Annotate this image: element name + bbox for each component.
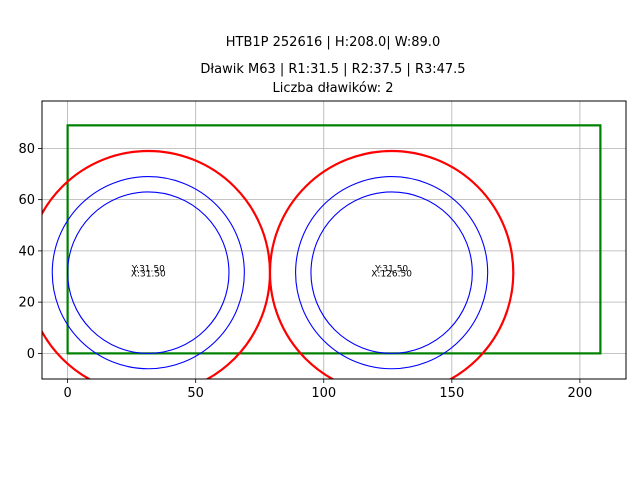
annotation-label: X:31.50 xyxy=(131,270,166,280)
y-tick-label: 80 xyxy=(18,142,35,157)
chart-title-line-3: Liczba dławików: 2 xyxy=(272,81,393,96)
y-tick-label: 60 xyxy=(18,193,35,208)
axis-ticks: 0 50 100 150 200 0 20 40 60 80 xyxy=(18,142,592,401)
annotation-label: Y:31.50 xyxy=(374,265,408,275)
circle-mark xyxy=(310,191,473,354)
plot-shapes xyxy=(42,124,602,379)
circle-mark xyxy=(51,176,245,370)
circle-mark xyxy=(268,149,515,379)
x-tick-label: 150 xyxy=(439,386,464,401)
annotations: Y:31.50X:31.50 Y:31.50X:126.50 xyxy=(131,265,412,280)
chart-title-line-2: Dławik M63 | R1:31.5 | R2:37.5 | R3:47.5 xyxy=(200,62,465,77)
y-tick-label: 40 xyxy=(18,244,35,259)
y-tick-label: 20 xyxy=(18,296,35,311)
x-tick-label: 200 xyxy=(567,386,592,401)
x-tick-label: 100 xyxy=(311,386,336,401)
plot-frame xyxy=(41,100,627,380)
x-tick-label: 50 xyxy=(187,386,204,401)
circle-mark xyxy=(67,191,230,354)
annotation-label: Y:31.50 xyxy=(131,265,165,275)
chart-title-line-1: HTB1P 252616 | H:208.0| W:89.0 xyxy=(226,35,440,50)
x-tick-label: 0 xyxy=(63,386,71,401)
enclosure-rectangle xyxy=(66,124,602,355)
y-tick-label: 0 xyxy=(27,347,35,362)
annotation-label: X:126.50 xyxy=(371,270,412,280)
circle-mark xyxy=(295,176,489,370)
